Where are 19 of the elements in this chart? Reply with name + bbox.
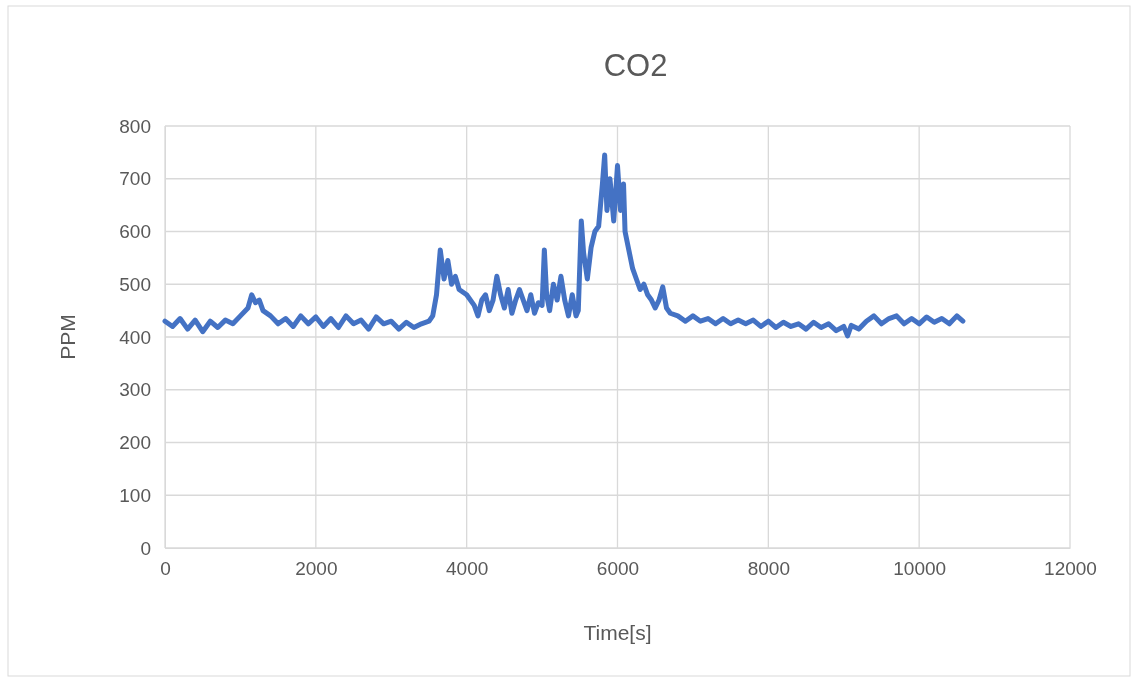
- y-tick-label: 300: [119, 379, 151, 401]
- y-tick-label: 700: [119, 168, 151, 190]
- x-tick-label: 10000: [893, 558, 947, 580]
- x-tick-label: 6000: [596, 558, 640, 580]
- x-tick-label: 4000: [446, 558, 489, 580]
- y-tick-label: 100: [119, 484, 151, 506]
- y-tick-label: 600: [119, 221, 151, 243]
- y-tick-label: 400: [119, 326, 151, 348]
- y-tick-label: 0: [140, 537, 151, 559]
- x-tick-label: 2000: [295, 558, 338, 580]
- y-tick-label: 200: [119, 432, 151, 454]
- x-tick-label: 12000: [1044, 558, 1097, 580]
- y-axis-title: PPM: [56, 314, 79, 360]
- x-axis-title: Time[s]: [583, 621, 652, 644]
- y-tick-label: 800: [119, 115, 151, 137]
- chart-title: CO2: [603, 48, 668, 83]
- x-tick-label: 0: [160, 558, 171, 580]
- y-tick-label: 500: [119, 273, 151, 295]
- x-tick-label: 8000: [747, 558, 790, 580]
